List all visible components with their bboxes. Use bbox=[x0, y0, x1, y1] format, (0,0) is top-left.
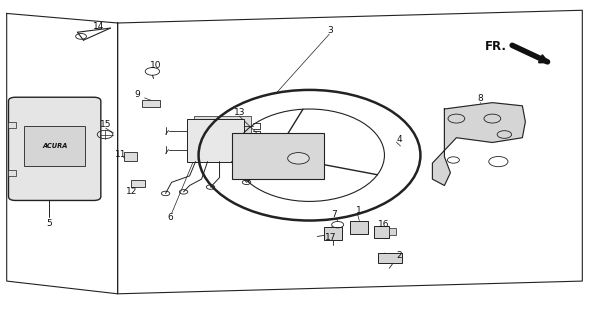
Text: 14: 14 bbox=[93, 22, 104, 31]
Text: 16: 16 bbox=[377, 220, 389, 229]
Text: 8: 8 bbox=[478, 94, 483, 103]
Text: 6: 6 bbox=[167, 213, 172, 222]
Bar bbox=[231, 133, 325, 179]
Bar bbox=[325, 227, 343, 240]
Bar bbox=[132, 180, 145, 187]
Text: ACURA: ACURA bbox=[42, 143, 67, 149]
Text: 1: 1 bbox=[356, 206, 362, 215]
Bar bbox=[186, 119, 243, 162]
Bar bbox=[389, 228, 397, 235]
Text: 2: 2 bbox=[397, 251, 402, 260]
Polygon shape bbox=[432, 103, 525, 186]
Bar bbox=[379, 253, 403, 263]
Bar bbox=[24, 125, 85, 166]
Text: 13: 13 bbox=[234, 108, 245, 117]
Text: 15: 15 bbox=[100, 120, 111, 130]
Text: FR.: FR. bbox=[486, 40, 507, 53]
Bar bbox=[8, 170, 16, 176]
Text: 17: 17 bbox=[325, 233, 336, 242]
FancyBboxPatch shape bbox=[8, 97, 101, 200]
Text: 4: 4 bbox=[397, 135, 402, 144]
Text: 9: 9 bbox=[135, 90, 140, 99]
Text: 7: 7 bbox=[331, 210, 337, 219]
Bar bbox=[374, 226, 389, 238]
Bar bbox=[194, 116, 251, 159]
Text: 11: 11 bbox=[115, 150, 126, 159]
Circle shape bbox=[288, 153, 310, 164]
Bar bbox=[142, 100, 160, 108]
Text: 5: 5 bbox=[46, 219, 52, 228]
Text: 10: 10 bbox=[150, 60, 161, 69]
Bar bbox=[8, 122, 16, 128]
Text: 3: 3 bbox=[328, 26, 334, 35]
Bar bbox=[350, 220, 368, 234]
Bar bbox=[124, 152, 137, 161]
Text: 12: 12 bbox=[126, 188, 137, 196]
